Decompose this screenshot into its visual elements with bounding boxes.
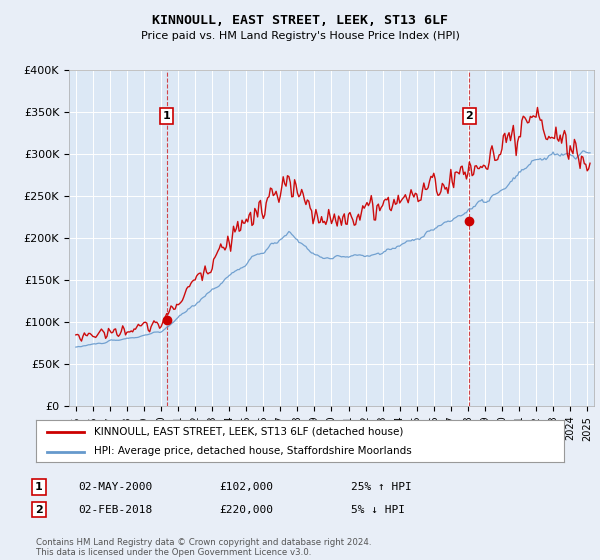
Text: 1: 1 bbox=[35, 482, 43, 492]
Text: 02-FEB-2018: 02-FEB-2018 bbox=[78, 505, 152, 515]
Text: Contains HM Land Registry data © Crown copyright and database right 2024.
This d: Contains HM Land Registry data © Crown c… bbox=[36, 538, 371, 557]
Text: KINNOULL, EAST STREET, LEEK, ST13 6LF (detached house): KINNOULL, EAST STREET, LEEK, ST13 6LF (d… bbox=[94, 427, 403, 437]
Text: 02-MAY-2000: 02-MAY-2000 bbox=[78, 482, 152, 492]
Text: £102,000: £102,000 bbox=[219, 482, 273, 492]
Text: £220,000: £220,000 bbox=[219, 505, 273, 515]
Text: 25% ↑ HPI: 25% ↑ HPI bbox=[351, 482, 412, 492]
Text: Price paid vs. HM Land Registry's House Price Index (HPI): Price paid vs. HM Land Registry's House … bbox=[140, 31, 460, 41]
Text: 5% ↓ HPI: 5% ↓ HPI bbox=[351, 505, 405, 515]
Text: KINNOULL, EAST STREET, LEEK, ST13 6LF: KINNOULL, EAST STREET, LEEK, ST13 6LF bbox=[152, 14, 448, 27]
Text: 1: 1 bbox=[163, 111, 170, 121]
Text: 2: 2 bbox=[35, 505, 43, 515]
Text: HPI: Average price, detached house, Staffordshire Moorlands: HPI: Average price, detached house, Staf… bbox=[94, 446, 412, 456]
Text: 2: 2 bbox=[466, 111, 473, 121]
